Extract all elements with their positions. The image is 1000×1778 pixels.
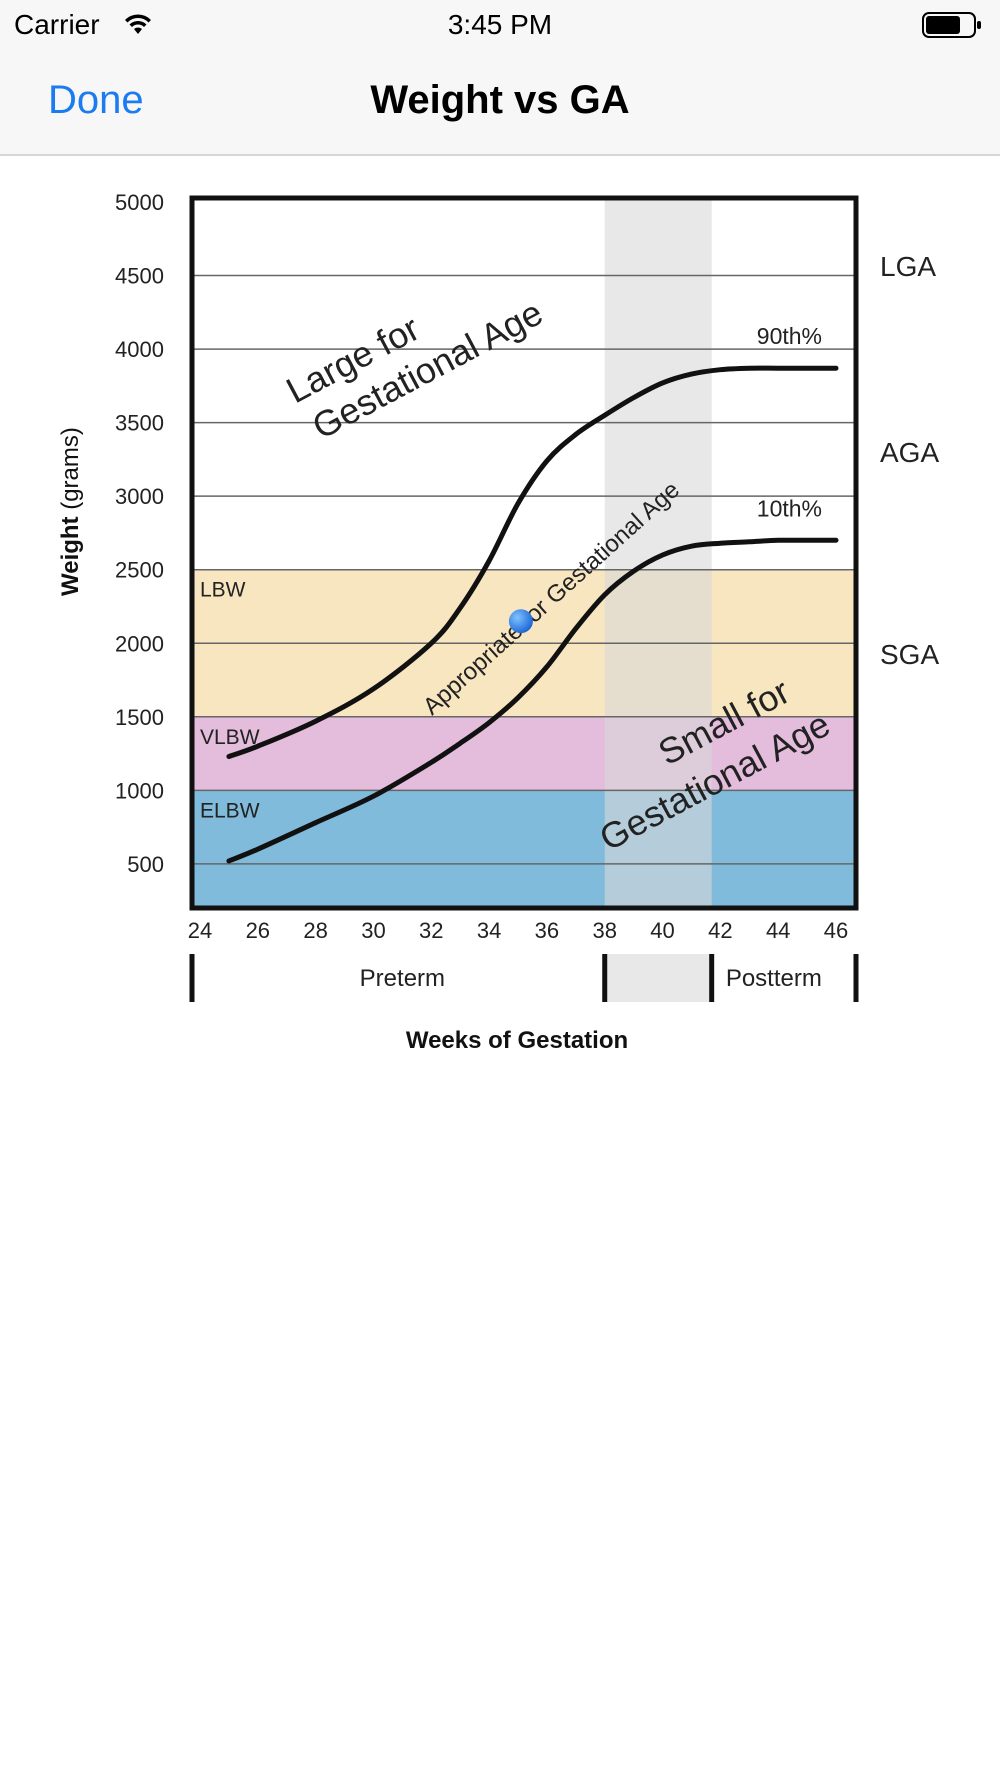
x-tick-label: 46 — [824, 918, 848, 943]
percentile-curve-10th — [226, 537, 839, 864]
y-tick-label: 2500 — [115, 558, 164, 583]
chart-svg: LBW VLBW ELBW 500 1000 1500 2000 2500 3000 3500 40… — [57, 190, 939, 1054]
y-tick-label: 4000 — [115, 337, 164, 362]
x-tick-label: 36 — [535, 918, 559, 943]
done-button[interactable]: Done — [48, 78, 144, 122]
band-label-lbw: LBW — [200, 579, 246, 602]
y-tick-label: 3000 — [115, 484, 164, 509]
y-tick-label: 4500 — [115, 264, 164, 289]
period-label-preterm: Preterm — [360, 965, 445, 992]
page-title: Weight vs GA — [370, 78, 630, 122]
percentile-curve-90th — [226, 365, 839, 760]
weight-vs-ga-chart: LBW VLBW ELBW 500 1000 1500 2000 2500 3000 3500 40… — [0, 156, 1000, 1076]
y-tick-label: 3500 — [115, 411, 164, 436]
period-label-postterm: Postterm — [726, 965, 822, 992]
x-tick-label: 38 — [592, 918, 616, 943]
plot-frame — [189, 195, 859, 911]
period-bar — [189, 954, 859, 1002]
patient-data-point — [508, 609, 533, 634]
region-label-lga: Large forGestational Age — [280, 253, 550, 450]
curve-label-10th: 10th% — [757, 495, 822, 521]
navigation-bar: Done Weight vs GA — [0, 50, 1000, 156]
period-term-fill — [604, 954, 712, 1002]
x-tick-label: 26 — [246, 918, 270, 943]
carrier-label: Carrier — [14, 9, 100, 40]
x-tick-label: 42 — [708, 918, 732, 943]
side-label-aga: AGA — [880, 437, 939, 468]
band-elbw — [192, 790, 856, 908]
y-axis-label: Weight (grams) — [57, 427, 84, 596]
x-tick-label: 24 — [188, 918, 212, 943]
y-tick-label: 2000 — [115, 631, 164, 656]
side-label-lga: LGA — [880, 251, 936, 282]
wifi-icon — [125, 14, 151, 34]
x-tick-label: 32 — [419, 918, 443, 943]
y-tick-label: 5000 — [115, 190, 164, 215]
battery-icon — [922, 12, 981, 38]
x-tick-label: 30 — [361, 918, 385, 943]
x-tick-label: 44 — [766, 918, 790, 943]
status-bar: Carrier 3:45 PM — [0, 0, 1000, 50]
side-label-sga: SGA — [880, 639, 939, 670]
x-tick-label: 34 — [477, 918, 501, 943]
x-tick-label: 40 — [650, 918, 674, 943]
x-tick-label: 28 — [303, 918, 327, 943]
y-tick-label: 1000 — [115, 778, 164, 803]
y-tick-label: 500 — [127, 852, 164, 877]
clock-time: 3:45 PM — [447, 9, 553, 40]
band-label-vlbw: VLBW — [200, 726, 260, 749]
y-tick-label: 1500 — [115, 705, 164, 730]
curve-label-90th: 90th% — [757, 323, 822, 349]
x-axis-label: Weeks of Gestation — [406, 1027, 628, 1054]
band-label-elbw: ELBW — [200, 799, 260, 822]
